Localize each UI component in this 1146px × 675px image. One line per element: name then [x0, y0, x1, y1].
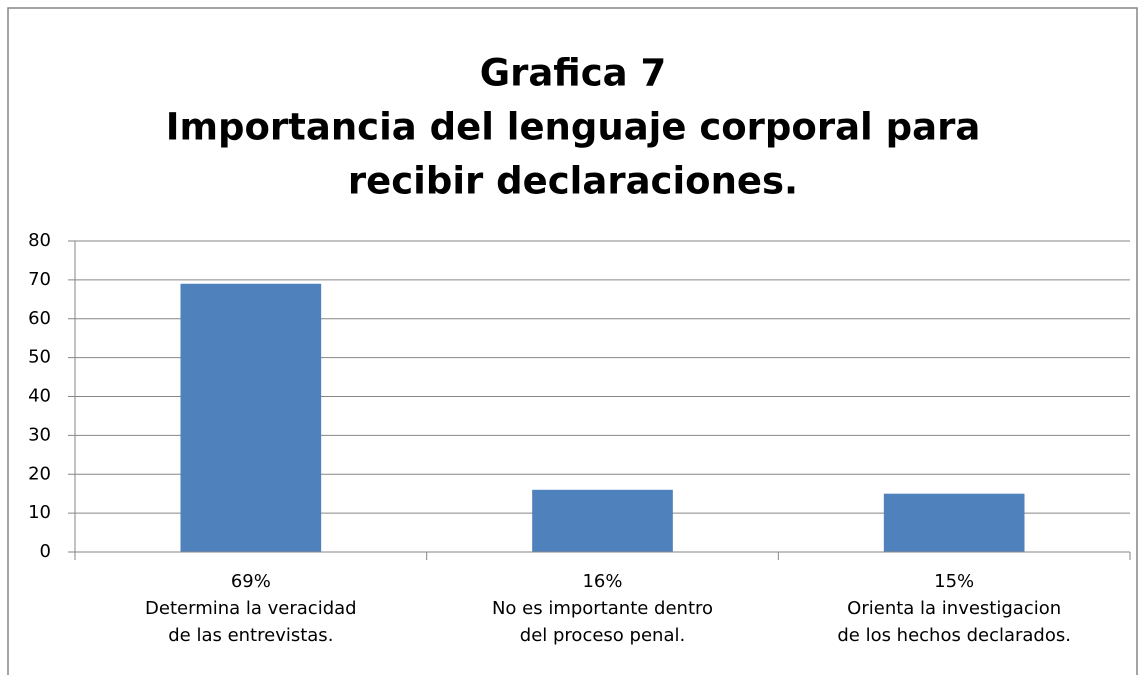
- x-tick-label: 15%: [934, 571, 974, 592]
- chart-title: recibir declaraciones.: [348, 160, 798, 203]
- y-tick-label: 80: [28, 230, 51, 251]
- y-tick-label: 60: [28, 308, 51, 329]
- x-tick-label: de los hechos declarados.: [837, 625, 1071, 646]
- y-tick-label: 40: [28, 386, 51, 407]
- x-tick-label: No es importante dentro: [492, 598, 713, 619]
- y-tick-label: 10: [28, 502, 51, 523]
- chart-title: Grafica 7: [480, 52, 667, 95]
- x-tick-label: de las entrevistas.: [168, 625, 333, 646]
- x-tick-label: del proceso penal.: [520, 625, 685, 646]
- x-tick-label: Orienta la investigacion: [847, 598, 1061, 619]
- y-tick-label: 20: [28, 463, 51, 484]
- bar: [180, 283, 322, 552]
- y-tick-label: 30: [28, 424, 51, 445]
- x-tick-label: 16%: [582, 571, 622, 592]
- chart-frame: [7, 7, 1138, 675]
- y-tick-label: 50: [28, 347, 51, 368]
- x-tick-label: Determina la veracidad: [145, 598, 357, 619]
- chart-title: Importancia del lenguaje corporal para: [166, 106, 981, 149]
- y-tick-label: 0: [40, 541, 51, 562]
- bar: [883, 493, 1025, 552]
- bar: [532, 489, 673, 552]
- y-tick-label: 70: [28, 269, 51, 290]
- x-tick-label: 69%: [231, 571, 271, 592]
